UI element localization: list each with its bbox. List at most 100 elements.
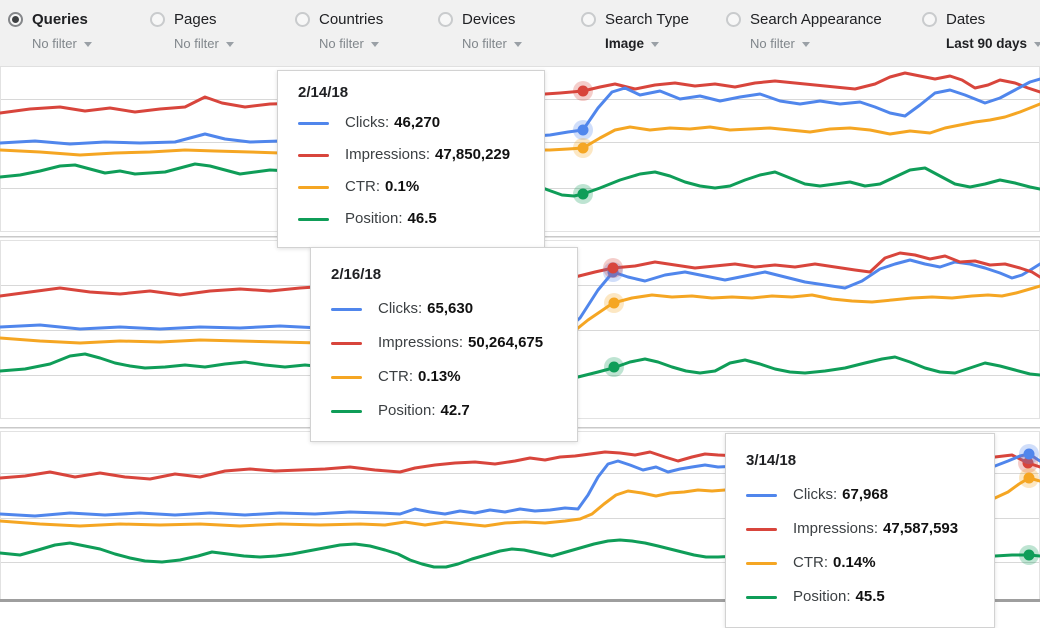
- chart-tooltip-3: 3/14/18 Clicks: 67,968 Impressions: 47,587,5…: [725, 433, 995, 628]
- filter-search-type-value-text: Image: [605, 36, 645, 51]
- ctr-legend-line-icon: [331, 375, 362, 379]
- metric-label-position: Position:: [345, 210, 403, 227]
- impressions-legend-line-icon: [331, 341, 362, 345]
- filter-dates: Dates Last 90 days: [922, 9, 1040, 51]
- filter-dates-radio[interactable]: [922, 11, 937, 27]
- filter-queries-dropdown[interactable]: No filter: [32, 36, 92, 51]
- impressions-legend-line-icon: [298, 153, 329, 157]
- filter-devices-dropdown[interactable]: No filter: [462, 36, 522, 51]
- ctr-hover-dot: [577, 142, 589, 154]
- ctr-hover-dot: [608, 297, 620, 309]
- tooltip-metric-position: Position: 45.5: [746, 587, 974, 607]
- tooltip-metric-ctr: CTR: 0.13%: [331, 367, 557, 387]
- clicks-line-chart-2: [0, 258, 1040, 341]
- position-legend-line-icon: [298, 217, 329, 221]
- filter-countries-label[interactable]: Countries: [319, 10, 384, 28]
- filter-queries: Queries No filter: [8, 9, 92, 51]
- filter-pages-dropdown[interactable]: No filter: [174, 36, 234, 51]
- filter-pages: Pages No filter: [150, 9, 234, 51]
- filter-countries-value-text: No filter: [319, 36, 364, 51]
- filter-dates-dropdown[interactable]: Last 90 days: [946, 36, 1040, 51]
- filter-search-type-top: Search Type: [581, 9, 689, 29]
- filter-countries-top: Countries: [295, 9, 383, 29]
- ctr-legend-line-icon: [298, 185, 329, 189]
- metric-value-ctr: 0.14%: [833, 554, 876, 571]
- filter-search-type-dropdown[interactable]: Image: [605, 36, 689, 51]
- clicks-legend-line-icon: [331, 307, 362, 311]
- tooltip-date: 2/16/18: [331, 266, 382, 283]
- tooltip-metric-position: Position: 46.5: [298, 209, 524, 229]
- clicks-legend-line-icon: [746, 493, 777, 497]
- clicks-legend-line-icon: [298, 121, 329, 125]
- impressions-line-chart-1: [0, 71, 1040, 115]
- dropdown-caret-icon: [225, 42, 234, 48]
- tooltip-metric-clicks: Clicks: 46,270: [298, 113, 524, 133]
- metric-value-clicks: 65,630: [427, 300, 474, 317]
- tooltip-metric-ctr: CTR: 0.1%: [298, 177, 524, 197]
- tooltip-metric-ctr: CTR: 0.14%: [746, 553, 974, 573]
- position-line-chart-2: [0, 352, 1040, 381]
- filter-pages-value-text: No filter: [174, 36, 219, 51]
- dropdown-caret-icon: [801, 42, 810, 48]
- metric-label-impressions: Impressions:: [378, 334, 464, 351]
- tooltip-date: 3/14/18: [746, 452, 797, 469]
- tooltip-metric-position: Position: 42.7: [331, 401, 557, 421]
- clicks-line-chart-3: [0, 452, 1040, 518]
- position-hover-dot: [608, 361, 620, 373]
- position-legend-line-icon: [331, 409, 362, 413]
- clicks-hover-dot: [577, 124, 589, 136]
- filter-devices-radio[interactable]: [438, 11, 453, 27]
- filter-countries-dropdown[interactable]: No filter: [319, 36, 383, 51]
- filter-search-type-label[interactable]: Search Type: [605, 10, 689, 28]
- bottom-edge-bar: [0, 599, 1040, 602]
- metric-label-impressions: Impressions:: [793, 520, 879, 537]
- tooltip-metric-clicks: Clicks: 65,630: [331, 299, 557, 319]
- metric-value-impressions: 47,850,229: [435, 146, 511, 163]
- filter-devices: Devices No filter: [438, 9, 522, 51]
- dropdown-caret-icon: [651, 41, 660, 47]
- filter-dates-label[interactable]: Dates: [946, 10, 986, 28]
- metric-value-position: 45.5: [855, 588, 885, 605]
- metric-label-position: Position:: [378, 402, 436, 419]
- chart-tooltip-1: 2/14/18 Clicks: 46,270 Impressions: 47,850,2…: [277, 70, 545, 248]
- filter-queries-label[interactable]: Queries: [32, 10, 88, 28]
- metric-value-ctr: 0.13%: [418, 368, 461, 385]
- filter-dates-value-text: Last 90 days: [946, 36, 1028, 51]
- ctr-legend-line-icon: [746, 561, 777, 565]
- impressions-hover-dot: [607, 262, 619, 274]
- filter-pages-radio[interactable]: [150, 11, 165, 27]
- metric-label-clicks: Clicks:: [793, 486, 838, 503]
- filter-pages-label[interactable]: Pages: [174, 10, 217, 28]
- position-legend-line-icon: [746, 595, 777, 599]
- filter-queries-radio[interactable]: [8, 11, 23, 27]
- tooltip-metric-impressions: Impressions: 50,264,675: [331, 333, 557, 353]
- clicks-hover-dot: [1023, 448, 1035, 460]
- filter-search-appearance-dropdown[interactable]: No filter: [750, 36, 882, 51]
- dropdown-caret-icon: [1034, 41, 1040, 47]
- position-hover-dot: [577, 188, 589, 200]
- tooltip-metric-impressions: Impressions: 47,587,593: [746, 519, 974, 539]
- filter-search-appearance-radio[interactable]: [726, 11, 741, 27]
- filter-devices-top: Devices: [438, 9, 522, 29]
- filter-devices-label[interactable]: Devices: [462, 10, 516, 28]
- metric-label-clicks: Clicks:: [378, 300, 423, 317]
- metric-label-ctr: CTR:: [378, 368, 413, 385]
- tooltip-metric-impressions: Impressions: 47,850,229: [298, 145, 524, 165]
- dropdown-caret-icon: [83, 42, 92, 48]
- filter-bar: Queries No filter Pages No filter Countries N…: [0, 0, 1040, 67]
- filter-search-type-radio[interactable]: [581, 11, 596, 27]
- impressions-legend-line-icon: [746, 527, 777, 531]
- tooltip-date: 2/14/18: [298, 84, 349, 101]
- impressions-line-chart-2: [0, 251, 1040, 298]
- filter-queries-value-text: No filter: [32, 36, 77, 51]
- ctr-line-chart-1: [0, 102, 1040, 157]
- position-line-chart-1: [0, 162, 1040, 198]
- metric-label-impressions: Impressions:: [345, 146, 431, 163]
- filter-search-appearance-value-text: No filter: [750, 36, 795, 51]
- position-hover-dot: [1023, 549, 1035, 561]
- metric-value-clicks: 67,968: [842, 486, 889, 503]
- filter-countries-radio[interactable]: [295, 11, 310, 27]
- impressions-line-chart-3: [0, 450, 1040, 481]
- filter-search-appearance-label[interactable]: Search Appearance: [750, 10, 882, 28]
- ctr-line-chart-2: [0, 284, 1040, 350]
